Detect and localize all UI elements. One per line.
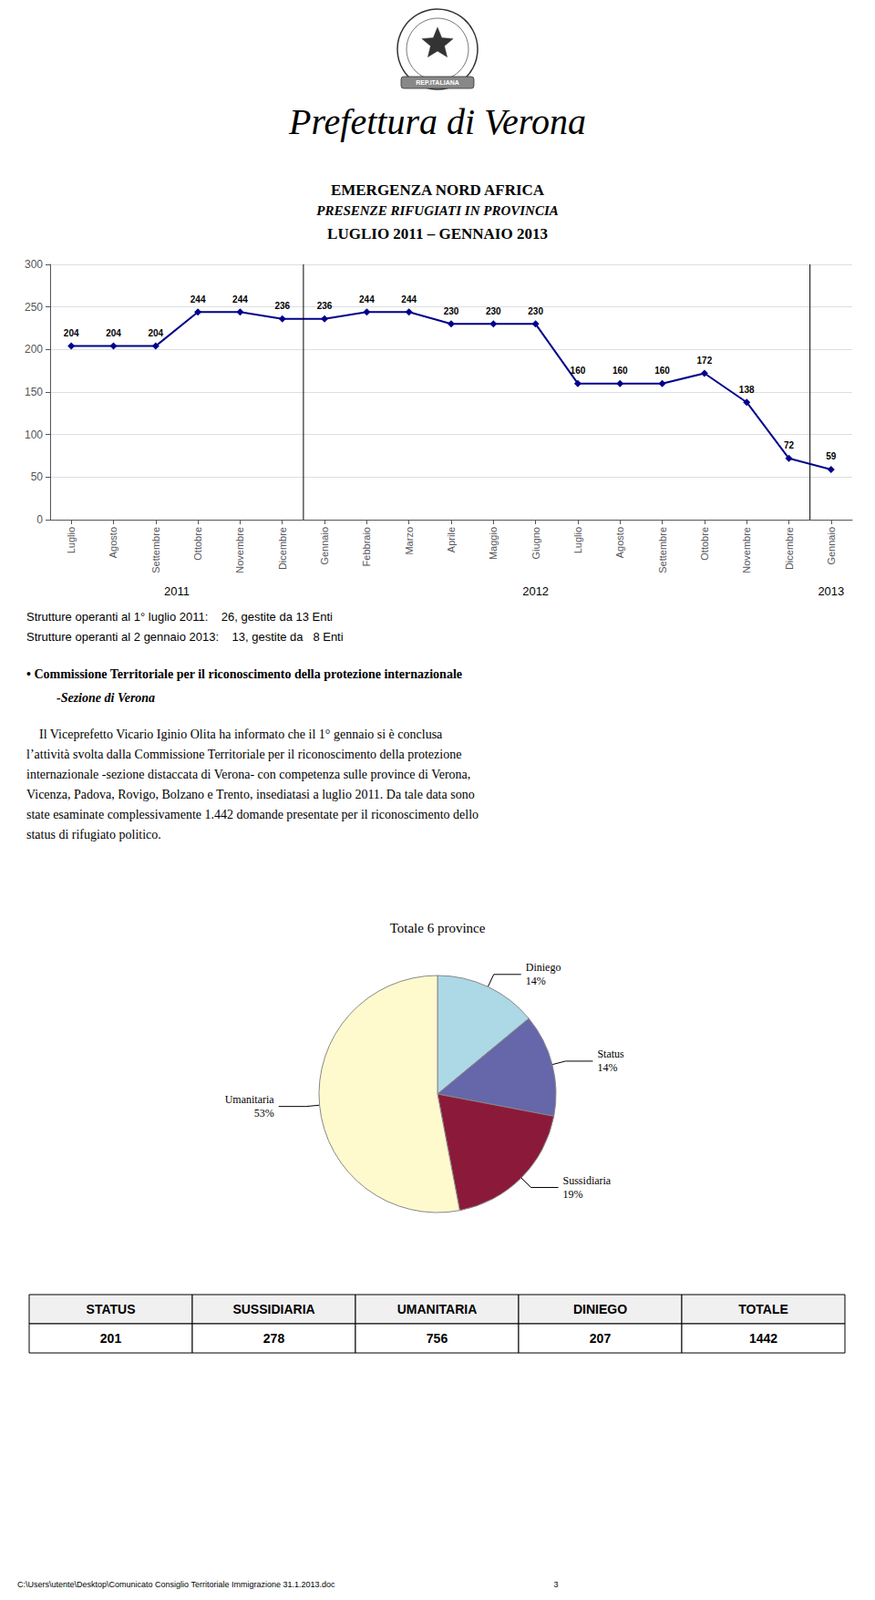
svg-text:Luglio: Luglio [572,526,584,554]
svg-text:Marzo: Marzo [403,526,415,556]
svg-text:1442: 1442 [749,1330,778,1346]
svg-text:201: 201 [100,1330,123,1346]
svg-text:internazionale -sezione distac: internazionale -sezione distaccata di Ve… [26,767,471,782]
svg-text:200: 200 [24,342,43,356]
svg-text:250: 250 [24,300,43,314]
svg-text:230: 230 [527,306,544,317]
svg-text:Gennaio: Gennaio [319,526,330,566]
svg-text:150: 150 [24,385,43,399]
svg-text:138: 138 [739,384,755,395]
svg-text:status di rifugiato politico.: status di rifugiato politico. [26,827,162,842]
svg-text:Agosto: Agosto [614,526,626,558]
svg-text:UMANITARIA: UMANITARIA [397,1301,478,1317]
svg-text:244: 244 [401,294,417,305]
svg-text:Settembre: Settembre [150,526,162,574]
svg-text:756: 756 [426,1330,449,1346]
svg-text:Gennaio: Gennaio [825,526,837,566]
svg-text:• Commissione Territoriale per: • Commissione Territoriale per il ricono… [26,667,463,681]
svg-text:59: 59 [825,451,837,462]
svg-text:Novembre: Novembre [741,526,752,574]
svg-text:160: 160 [654,365,670,376]
svg-text:160: 160 [612,365,628,376]
svg-text:Febbraio: Febbraio [360,526,372,567]
svg-text:Totale 6 province: Totale 6 province [390,920,486,936]
svg-text:244: 244 [359,294,375,305]
svg-text:REP.ITALIANA: REP.ITALIANA [415,79,460,86]
svg-text:C:\Users\utente\Desktop\Comuni: C:\Users\utente\Desktop\Comunicato Consi… [17,1579,559,1589]
svg-text:DINIEGO: DINIEGO [573,1301,628,1317]
svg-text:278: 278 [263,1330,286,1346]
svg-text:100: 100 [24,428,43,442]
svg-text:19%: 19% [563,1187,584,1201]
svg-text:2012: 2012 [522,584,549,598]
svg-text:300: 300 [24,257,43,271]
svg-text:Ottobre: Ottobre [192,526,204,561]
svg-text:Luglio: Luglio [65,526,77,554]
svg-text:Vicenza, Padova, Rovigo, Bolza: Vicenza, Padova, Rovigo, Bolzano e Trent… [26,787,475,802]
svg-text:2013: 2013 [817,584,845,598]
svg-text:Diniego: Diniego [525,960,562,974]
svg-text:204: 204 [63,328,80,339]
svg-text:207: 207 [589,1330,612,1346]
svg-text:236: 236 [274,300,290,311]
svg-text:Novembre: Novembre [234,526,246,574]
svg-text:Settembre: Settembre [657,526,669,574]
svg-text:244: 244 [232,294,248,305]
svg-text:Umanitaria: Umanitaria [225,1092,276,1106]
svg-text:Strutture operanti al 2 gennai: Strutture operanti al 2 gennaio 2013: 13… [26,629,344,644]
svg-text:LUGLIO 2011 – GENNAIO 2013: LUGLIO 2011 – GENNAIO 2013 [327,225,548,243]
svg-text:14%: 14% [525,974,546,988]
svg-text:14%: 14% [597,1060,618,1074]
svg-text:Sussidiaria: Sussidiaria [563,1173,612,1187]
svg-text:-Sezione di Verona: -Sezione di Verona [56,690,155,705]
svg-text:EMERGENZA NORD AFRICA: EMERGENZA NORD AFRICA [330,181,546,199]
svg-text:72: 72 [783,440,795,451]
svg-text:STATUS: STATUS [86,1301,136,1317]
svg-text:204: 204 [147,328,164,339]
svg-text:Strutture operanti al 1° lugli: Strutture operanti al 1° luglio 2011: 26… [26,609,333,624]
svg-text:Status: Status [597,1047,625,1061]
svg-text:0: 0 [36,513,43,526]
svg-text:SUSSIDIARIA: SUSSIDIARIA [232,1301,315,1317]
svg-text:Dicembre: Dicembre [783,526,795,570]
svg-text:244: 244 [190,294,206,305]
svg-text:l’attività svolta dalla Commis: l’attività svolta dalla Commissione Terr… [26,747,462,762]
svg-text:Ottobre: Ottobre [699,526,711,561]
svg-text:230: 230 [443,306,460,317]
svg-text:204: 204 [105,328,122,339]
svg-text:Agosto: Agosto [107,526,119,558]
svg-text:state esaminate complessivamen: state esaminate complessivamente 1.442 d… [26,807,479,822]
svg-text:Maggio: Maggio [487,526,499,560]
svg-text:PRESENZE RIFUGIATI IN PROVINCI: PRESENZE RIFUGIATI IN PROVINCIA [316,203,559,218]
svg-text:Dicembre: Dicembre [277,526,289,570]
svg-text:236: 236 [317,300,333,311]
svg-text:Aprile: Aprile [445,526,457,553]
svg-text:50: 50 [30,470,44,484]
svg-text:Giugno: Giugno [530,526,542,559]
svg-text:2011: 2011 [164,584,190,598]
svg-text:172: 172 [697,355,713,366]
svg-text:Prefettura di Verona: Prefettura di Verona [288,101,587,143]
svg-text:Il Viceprefetto Vicario Iginio: Il Viceprefetto Vicario Iginio Olita ha … [26,727,443,742]
svg-text:230: 230 [485,306,502,317]
svg-text:53%: 53% [254,1106,275,1120]
svg-text:TOTALE: TOTALE [738,1301,789,1317]
svg-text:160: 160 [570,365,587,376]
